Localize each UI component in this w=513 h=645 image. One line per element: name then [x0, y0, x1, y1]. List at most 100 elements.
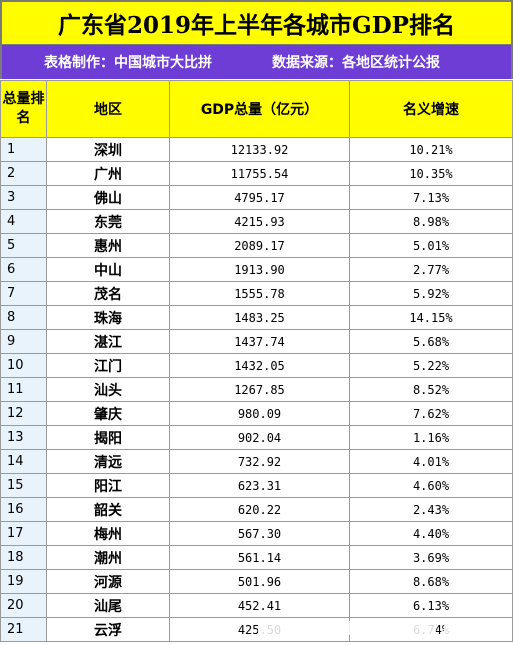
gdp-cell: 1555.78 [169, 281, 350, 306]
growth-cell: 5.01% [349, 233, 513, 258]
gdp-cell: 567.30 [169, 521, 350, 546]
rank-cell: 10 [0, 353, 47, 378]
rank-cell: 8 [0, 305, 47, 330]
gdp-cell: 1267.85 [169, 377, 350, 402]
table-row: 17 梅州 567.30 4.40% [0, 521, 513, 546]
gdp-cell: 620.22 [169, 497, 350, 522]
table-row: 5 惠州 2089.17 5.01% [0, 233, 513, 258]
gdp-cell: 1432.05 [169, 353, 350, 378]
table-row: 16 韶关 620.22 2.43% [0, 497, 513, 522]
growth-cell: 14.15% [349, 305, 513, 330]
region-cell: 潮州 [46, 545, 170, 570]
rank-cell: 16 [0, 497, 47, 522]
table-row: 14 清远 732.92 4.01% [0, 449, 513, 474]
table-row: 19 河源 501.96 8.68% [0, 569, 513, 594]
header-region: 地区 [46, 80, 170, 138]
rank-cell: 9 [0, 329, 47, 354]
region-cell: 韶关 [46, 497, 170, 522]
table-header-row: 总量排名 地区 GDP总量（亿元） 名义增速 [0, 80, 513, 138]
growth-cell: 8.52% [349, 377, 513, 402]
table-row: 7 茂名 1555.78 5.92% [0, 281, 513, 306]
table-row: 1 深圳 12133.92 10.21% [0, 137, 513, 162]
table-row: 8 珠海 1483.25 14.15% [0, 305, 513, 330]
rank-cell: 3 [0, 185, 47, 210]
gdp-cell: 732.92 [169, 449, 350, 474]
region-cell: 东莞 [46, 209, 170, 234]
gdp-cell: 4795.17 [169, 185, 350, 210]
table-row: 3 佛山 4795.17 7.13% [0, 185, 513, 210]
region-cell: 梅州 [46, 521, 170, 546]
region-cell: 湛江 [46, 329, 170, 354]
region-cell: 中山 [46, 257, 170, 282]
table-row: 18 潮州 561.14 3.69% [0, 545, 513, 570]
growth-cell: 4.60% [349, 473, 513, 498]
region-cell: 珠海 [46, 305, 170, 330]
rank-cell: 4 [0, 209, 47, 234]
gdp-cell: 12133.92 [169, 137, 350, 162]
growth-cell: 3.69% [349, 545, 513, 570]
rank-cell: 18 [0, 545, 47, 570]
region-cell: 汕头 [46, 377, 170, 402]
table-row: 12 肇庆 980.09 7.62% [0, 401, 513, 426]
gdp-cell: 4215.93 [169, 209, 350, 234]
subtitle-bar: 表格制作：中国城市大比拼 数据来源：各地区统计公报 [0, 45, 513, 79]
gdp-cell: 11755.54 [169, 161, 350, 186]
rank-cell: 12 [0, 401, 47, 426]
gdp-cell: 561.14 [169, 545, 350, 570]
gdp-cell: 501.96 [169, 569, 350, 594]
rank-cell: 6 [0, 257, 47, 282]
gdp-cell: 902.04 [169, 425, 350, 450]
rank-cell: 20 [0, 593, 47, 618]
growth-cell: 5.68% [349, 329, 513, 354]
table-row: 21 云浮 425.50 6.74% [0, 617, 513, 642]
table-row: 10 江门 1432.05 5.22% [0, 353, 513, 378]
header-growth: 名义增速 [349, 80, 513, 138]
table-maker-credit: 表格制作：中国城市大比拼 [44, 55, 212, 71]
gdp-ranking-table: 总量排名 地区 GDP总量（亿元） 名义增速 1 深圳 12133.92 10.21%… [0, 80, 513, 642]
region-cell: 茂名 [46, 281, 170, 306]
region-cell: 深圳 [46, 137, 170, 162]
table-row: 6 中山 1913.90 2.77% [0, 257, 513, 282]
growth-cell: 10.21% [349, 137, 513, 162]
table-row: 2 广州 11755.54 10.35% [0, 161, 513, 186]
region-cell: 汕尾 [46, 593, 170, 618]
growth-cell: 6.74% [349, 617, 513, 642]
gdp-cell: 1437.74 [169, 329, 350, 354]
table-row: 9 湛江 1437.74 5.68% [0, 329, 513, 354]
growth-cell: 2.43% [349, 497, 513, 522]
rank-cell: 19 [0, 569, 47, 594]
growth-cell: 4.40% [349, 521, 513, 546]
region-cell: 佛山 [46, 185, 170, 210]
gdp-cell: 1483.25 [169, 305, 350, 330]
rank-cell: 11 [0, 377, 47, 402]
rank-cell: 1 [0, 137, 47, 162]
table-body: 1 深圳 12133.92 10.21% 2 广州 11755.54 10.35% 3 佛山 479… [0, 137, 513, 642]
growth-cell: 10.35% [349, 161, 513, 186]
region-cell: 云浮 [46, 617, 170, 642]
gdp-cell: 623.31 [169, 473, 350, 498]
region-cell: 肇庆 [46, 401, 170, 426]
data-source-credit: 数据来源：各地区统计公报 [272, 55, 440, 71]
gdp-cell: 1913.90 [169, 257, 350, 282]
region-cell: 河源 [46, 569, 170, 594]
growth-cell: 1.16% [349, 425, 513, 450]
growth-cell: 4.01% [349, 449, 513, 474]
table-title: 广东省2019年上半年各城市GDP排名 [0, 0, 513, 45]
growth-cell: 8.98% [349, 209, 513, 234]
growth-cell: 2.77% [349, 257, 513, 282]
rank-cell: 5 [0, 233, 47, 258]
header-rank: 总量排名 [0, 80, 47, 138]
gdp-cell: 452.41 [169, 593, 350, 618]
header-gdp: GDP总量（亿元） [169, 80, 350, 138]
gdp-cell: 2089.17 [169, 233, 350, 258]
region-cell: 江门 [46, 353, 170, 378]
region-cell: 揭阳 [46, 425, 170, 450]
growth-cell: 5.92% [349, 281, 513, 306]
growth-cell: 5.22% [349, 353, 513, 378]
rank-cell: 14 [0, 449, 47, 474]
region-cell: 惠州 [46, 233, 170, 258]
region-cell: 清远 [46, 449, 170, 474]
table-row: 13 揭阳 902.04 1.16% [0, 425, 513, 450]
growth-cell: 7.62% [349, 401, 513, 426]
